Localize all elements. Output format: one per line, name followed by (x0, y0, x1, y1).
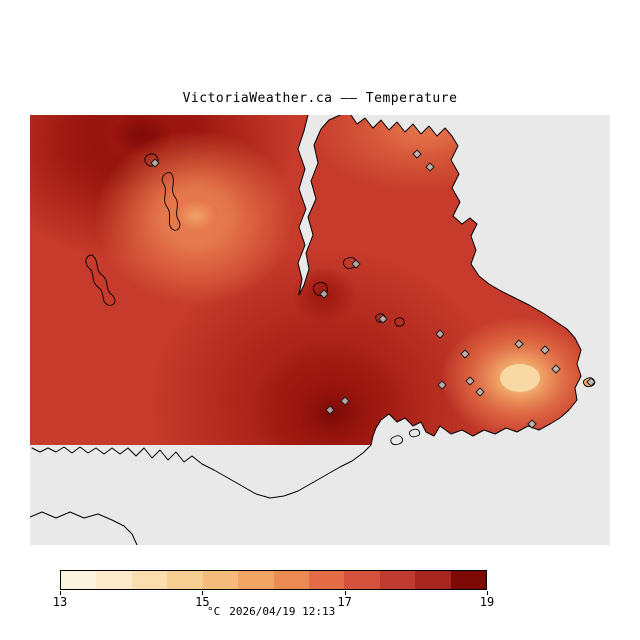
tick-label: 13 (52, 595, 68, 609)
station-marker (412, 149, 422, 159)
legend-color-segment (308, 571, 345, 589)
lake-outline (161, 172, 181, 231)
island-outline (390, 435, 404, 446)
timestamp-label: 2026/04/19 12:13 (229, 605, 336, 618)
station-marker (325, 405, 335, 415)
lake-outline (85, 254, 116, 306)
temperature-map-canvas (30, 115, 610, 545)
cool-spot-east (500, 364, 540, 392)
legend-color-segment (167, 571, 203, 589)
station-marker (460, 349, 470, 359)
station-marker (540, 345, 550, 355)
legend-info: °C 2026/04/19 12:13 (207, 605, 335, 618)
tick-label: 19 (479, 595, 495, 609)
lake-outline (394, 317, 405, 327)
coastline-southwest (30, 511, 138, 545)
legend-color-segment (379, 571, 416, 589)
legend-color-segment (238, 571, 274, 589)
station-marker (319, 289, 329, 299)
tick-label: 15 (195, 595, 210, 609)
station-marker (465, 376, 475, 386)
cool-spot-west (151, 180, 241, 252)
station-marker (475, 387, 485, 397)
legend-color-segment (273, 571, 309, 589)
legend-color-segment (202, 571, 239, 589)
tick-mark (344, 591, 346, 595)
coastline-main (31, 115, 582, 499)
station-marker (351, 259, 361, 269)
legend-colorbar (60, 570, 487, 590)
tick-mark (487, 591, 488, 595)
station-marker (340, 396, 350, 406)
tick-mark (202, 591, 204, 595)
station-marker (527, 419, 537, 429)
station-marker (437, 380, 447, 390)
legend-ticks: 13 15 17 19 (53, 591, 494, 611)
station-marker (150, 158, 160, 168)
station-marker (378, 314, 388, 324)
station-marker (586, 377, 596, 387)
coastline-channel (297, 115, 341, 296)
tick-mark (60, 591, 61, 595)
legend-color-segment (450, 571, 487, 589)
hot-spot-south-central (248, 338, 418, 445)
legend-color-segment (61, 571, 97, 589)
station-marker (435, 329, 445, 339)
station-marker (425, 162, 435, 172)
legend-color-segment (415, 571, 451, 589)
legend-color-segment (131, 571, 168, 589)
tick-label: 17 (337, 595, 352, 609)
unit-label: °C (207, 605, 221, 618)
station-marker (551, 364, 561, 374)
station-markers (150, 149, 596, 429)
legend-color-segment (96, 571, 132, 589)
island-outline (408, 428, 421, 438)
legend-color-segment (344, 571, 380, 589)
temperature-map (30, 115, 610, 545)
station-marker (514, 339, 524, 349)
lake-outline (343, 256, 357, 270)
page-title: VictoriaWeather.ca —— Temperature (182, 91, 458, 106)
